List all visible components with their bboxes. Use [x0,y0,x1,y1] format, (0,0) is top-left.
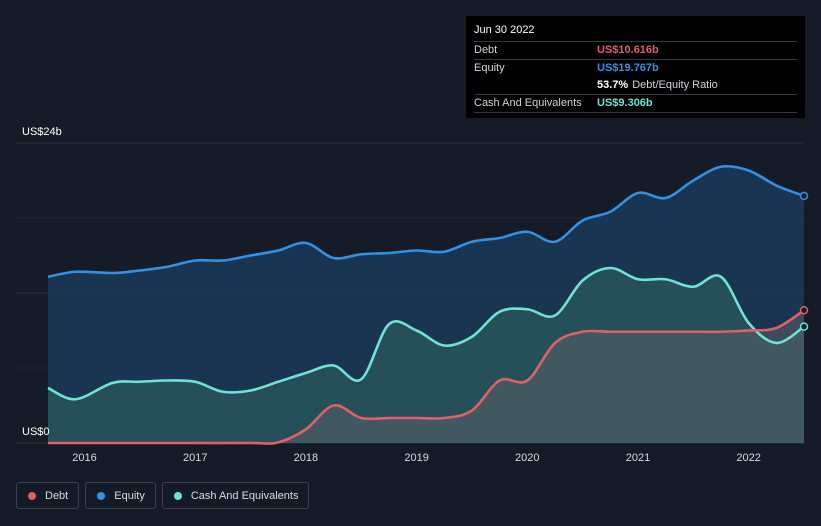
tooltip-row-cash: Cash And Equivalents US$9.306b [474,94,797,113]
x-axis-ticks: 2016 2017 2018 2019 2020 2021 2022 [72,452,761,464]
legend-label-debt: Debt [45,489,69,502]
x-tick-label: 2018 [294,452,318,464]
series-areas [48,166,804,444]
x-tick-label: 2021 [626,452,650,464]
x-tick-label: 2019 [404,452,428,464]
equity-endpoint [799,191,809,201]
legend-item-debt[interactable]: Debt [16,482,80,509]
y-axis-top-label: US$24b [22,126,62,138]
legend-label-equity: Equity [114,489,145,502]
data-tooltip: Jun 30 2022 Debt US$10.616b Equity US$19… [466,16,805,118]
legend-label-cash: Cash And Equivalents [190,489,299,502]
tooltip-row-equity: Equity US$19.767b [474,59,797,77]
equity-line [47,164,805,279]
x-tick-label: 2020 [515,452,539,464]
tooltip-equity-label: Equity [474,62,505,74]
tooltip-debt-value: US$10.616b [597,44,659,56]
tooltip-row-ratio: 53.7% Debt/Equity Ratio [474,77,797,94]
tooltip-ratio-value: 53.7% [597,79,629,91]
debt-area [48,310,804,444]
tooltip-debt-label: Debt [474,44,498,56]
debt-endpoint [799,306,809,315]
tooltip-equity-value: US$19.767b [597,62,659,74]
cash-and-equivalents-endpoint [799,322,809,331]
series-endpoints [799,191,809,331]
legend-item-equity[interactable]: Equity [85,482,156,509]
x-tick-label: 2016 [72,452,96,464]
tooltip-cash-value: US$9.306b [597,97,653,109]
x-tick-label: 2017 [183,452,207,464]
legend-dot-equity [97,491,106,500]
tooltip-date: Jun 30 2022 [474,24,535,36]
legend-item-cash[interactable]: Cash And Equivalents [161,482,310,509]
tooltip-cash-label: Cash And Equivalents [474,97,582,109]
legend-dot-debt [28,491,36,500]
legend-dot-cash [173,491,182,500]
series-lines [47,164,805,445]
debt-line [48,309,805,445]
x-tick-label: 2022 [736,452,760,464]
tooltip-row-debt: Debt US$10.616b [474,41,797,59]
cash-and-equivalents-line [47,266,805,401]
chart-legend: Debt Equity Cash And Equivalents [16,482,310,509]
y-axis-bottom-label: US$0 [22,426,50,438]
tooltip-ratio-label: Debt/Equity Ratio [632,79,718,91]
